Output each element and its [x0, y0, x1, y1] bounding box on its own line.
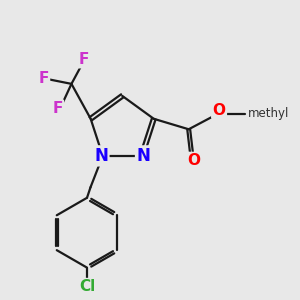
Text: F: F [79, 52, 89, 67]
Text: F: F [38, 71, 49, 86]
Text: methyl: methyl [248, 107, 290, 120]
Text: Cl: Cl [79, 279, 95, 294]
Text: O: O [213, 103, 226, 118]
Text: N: N [94, 147, 108, 165]
Text: F: F [52, 101, 63, 116]
Text: O: O [188, 153, 200, 168]
Text: N: N [136, 147, 150, 165]
